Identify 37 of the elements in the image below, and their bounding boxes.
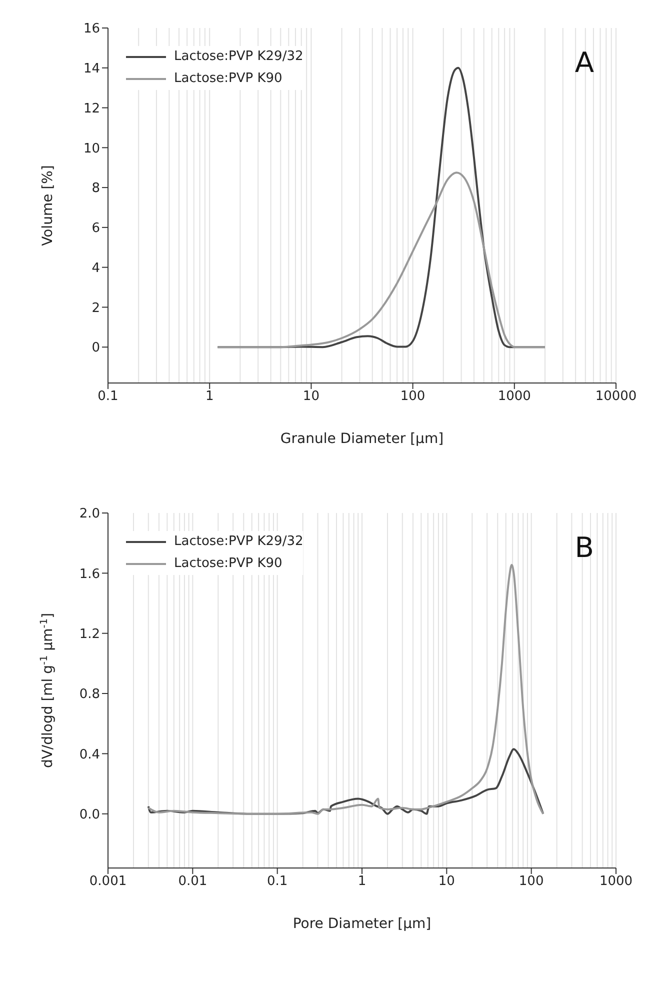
y-tick-label: 0 [92, 340, 100, 356]
x-tick-label: 10000 [595, 389, 637, 404]
legend-label: Lactose:PVP K90 [174, 555, 282, 573]
y-tick-label: 14 [83, 62, 100, 77]
y-tick-label: 0.0 [79, 807, 100, 822]
y-tick-label: 2.0 [79, 506, 100, 522]
x-tick-label: 1000 [498, 389, 531, 404]
y-axis-title: Volume [%] [40, 165, 56, 246]
y-tick-label: 1.2 [79, 626, 100, 642]
y-tick-label: 10 [83, 141, 100, 156]
x-tick-label: 100 [400, 389, 426, 404]
x-tick-label: 1 [358, 874, 366, 890]
x-tick-label: 1000 [599, 874, 633, 890]
y-tick-label: 16 [83, 22, 100, 37]
legend-label: Lactose:PVP K29/32 [174, 533, 304, 551]
y-tick-label: 1.6 [79, 566, 100, 582]
legend-label: Lactose:PVP K90 [174, 70, 282, 88]
y-tick-label: 12 [83, 101, 100, 116]
x-tick-label: 100 [518, 874, 544, 890]
x-axis-title: Granule Diameter [μm] [280, 431, 444, 447]
y-tick-label: 4 [92, 260, 100, 276]
y-tick-label: 8 [92, 181, 100, 196]
x-axis-title: Pore Diameter [μm] [292, 916, 432, 932]
annotation: B [574, 531, 594, 564]
x-tick-label: 10 [302, 389, 320, 404]
annotation: A [574, 46, 594, 79]
y-tick-label: 2 [92, 300, 100, 316]
x-tick-label: 0.1 [98, 389, 118, 404]
legend-label: Lactose:PVP K29/32 [174, 48, 304, 66]
y-tick-label: 0.8 [79, 687, 100, 702]
x-tick-label: 0.1 [266, 874, 288, 890]
y-tick-label: 0.4 [79, 747, 100, 762]
x-tick-label: 0.001 [89, 874, 127, 890]
y-tick-label: 6 [92, 221, 100, 236]
x-tick-label: 10 [438, 874, 455, 890]
x-tick-label: 0.01 [178, 874, 208, 890]
x-tick-label: 1 [205, 389, 214, 404]
